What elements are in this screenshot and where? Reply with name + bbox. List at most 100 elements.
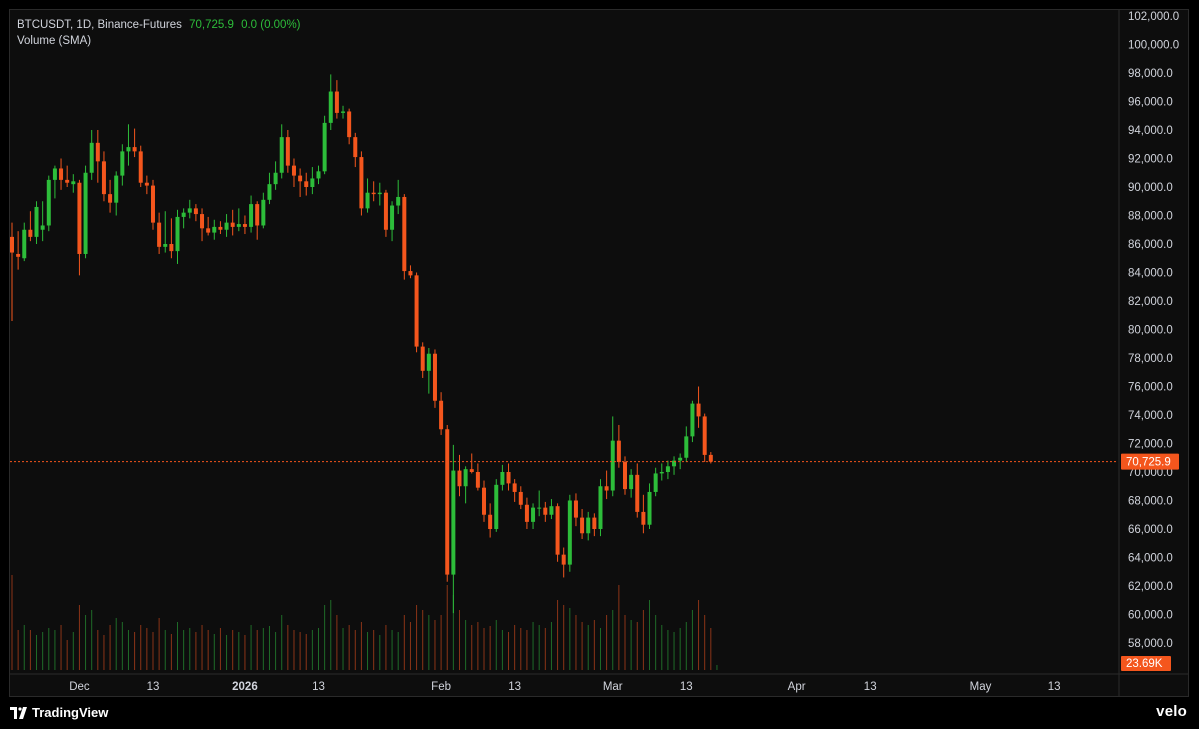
volume-bar xyxy=(360,622,362,670)
volume-bar xyxy=(618,585,620,670)
time-tick-label: 2026 xyxy=(232,681,258,693)
volume-bar xyxy=(330,600,332,670)
candle xyxy=(52,165,57,199)
candle xyxy=(482,480,487,522)
chart-footer: TradingView velo xyxy=(0,700,1199,729)
volume-bar xyxy=(54,630,56,670)
price-tick-label: 100,000.0 xyxy=(1128,40,1179,52)
candle xyxy=(573,493,578,527)
candle-body xyxy=(390,205,395,230)
volume-bar xyxy=(103,635,105,670)
candle-body xyxy=(678,457,683,461)
candle xyxy=(494,479,499,532)
time-tick-label: 13 xyxy=(147,681,160,693)
volume-tag-label: 23.69K xyxy=(1126,658,1163,670)
candle-body xyxy=(273,172,278,185)
time-tick-label: Apr xyxy=(788,681,806,693)
volume-indicator-label: Volume (SMA) xyxy=(17,35,92,47)
volume-bar xyxy=(48,628,50,670)
candle-body xyxy=(561,554,566,565)
volume-bar xyxy=(704,615,706,670)
price-tick-label: 76,000.0 xyxy=(1128,382,1173,394)
chart-frame[interactable] xyxy=(9,9,1189,697)
price-tick-label: 98,000.0 xyxy=(1128,68,1173,80)
candle xyxy=(592,513,597,537)
volume-bar xyxy=(60,625,62,670)
candle xyxy=(377,182,382,206)
candle-body xyxy=(83,172,88,254)
candle xyxy=(604,470,609,500)
volume-bar xyxy=(624,615,626,670)
candle-body xyxy=(414,275,419,347)
candle xyxy=(218,221,223,235)
candle-body xyxy=(163,244,168,247)
candle xyxy=(255,201,260,240)
volume-bar xyxy=(649,600,651,670)
candle-body xyxy=(549,506,554,515)
candle xyxy=(353,132,358,168)
price-tick-label: 74,000.0 xyxy=(1128,410,1173,422)
candle xyxy=(89,130,94,180)
volume-bar xyxy=(422,610,424,670)
candle xyxy=(157,212,162,254)
time-tick-label: Feb xyxy=(431,681,451,693)
candle-body xyxy=(341,111,346,113)
candle xyxy=(439,392,444,435)
volume-bar xyxy=(219,628,221,670)
candle xyxy=(653,467,658,497)
candle xyxy=(469,453,474,474)
candle xyxy=(138,145,143,187)
volume-bar xyxy=(428,615,430,670)
candle-body xyxy=(426,353,431,371)
candle-body xyxy=(555,506,560,555)
candle xyxy=(383,189,388,237)
volume-bar xyxy=(140,625,142,670)
volume-bar xyxy=(238,632,240,670)
candle-body xyxy=(537,507,542,509)
candle-body xyxy=(65,179,70,183)
volume-bar xyxy=(679,628,681,670)
volume-bar xyxy=(78,605,80,670)
candle xyxy=(647,483,652,529)
volume-tag-box xyxy=(1121,656,1171,671)
candle-body xyxy=(457,470,462,487)
volume-bar xyxy=(250,625,252,670)
candle xyxy=(432,349,437,408)
candle xyxy=(273,161,278,190)
candle-body xyxy=(469,469,474,472)
volume-bar xyxy=(36,635,38,670)
volume-bar xyxy=(501,630,503,670)
volume-bar xyxy=(458,610,460,670)
symbol-legend-row[interactable]: BTCUSDT, 1D, Binance-Futures 70,725.9 0.… xyxy=(17,17,301,33)
volume-bar xyxy=(465,620,467,670)
candle-body xyxy=(95,142,100,162)
tradingview-logo[interactable]: TradingView xyxy=(10,705,108,720)
tradingview-brand: TradingView xyxy=(32,705,109,720)
volume-legend-row[interactable]: Volume (SMA) xyxy=(17,33,301,49)
volume-bar xyxy=(667,630,669,670)
volume-bar xyxy=(183,630,185,670)
candle xyxy=(414,272,419,353)
volume-bar xyxy=(581,622,583,670)
candle-body xyxy=(46,179,51,226)
volume-bar xyxy=(642,610,644,670)
volume-bar xyxy=(526,630,528,670)
volume-bar xyxy=(550,622,552,670)
volume-bar xyxy=(115,618,117,670)
candle xyxy=(543,501,548,522)
time-tick-label: 13 xyxy=(680,681,693,693)
candle xyxy=(334,80,339,119)
candle xyxy=(641,494,646,534)
candle-body xyxy=(586,517,591,534)
volume-bar xyxy=(189,628,191,670)
candle xyxy=(322,115,327,175)
candle-body xyxy=(690,403,695,437)
candle xyxy=(586,511,591,541)
volume-bar xyxy=(508,632,510,670)
candle-body xyxy=(451,470,456,575)
candle-body xyxy=(175,216,180,252)
candle-body xyxy=(647,491,652,525)
volume-bar xyxy=(262,628,264,670)
volume-bar xyxy=(514,625,516,670)
